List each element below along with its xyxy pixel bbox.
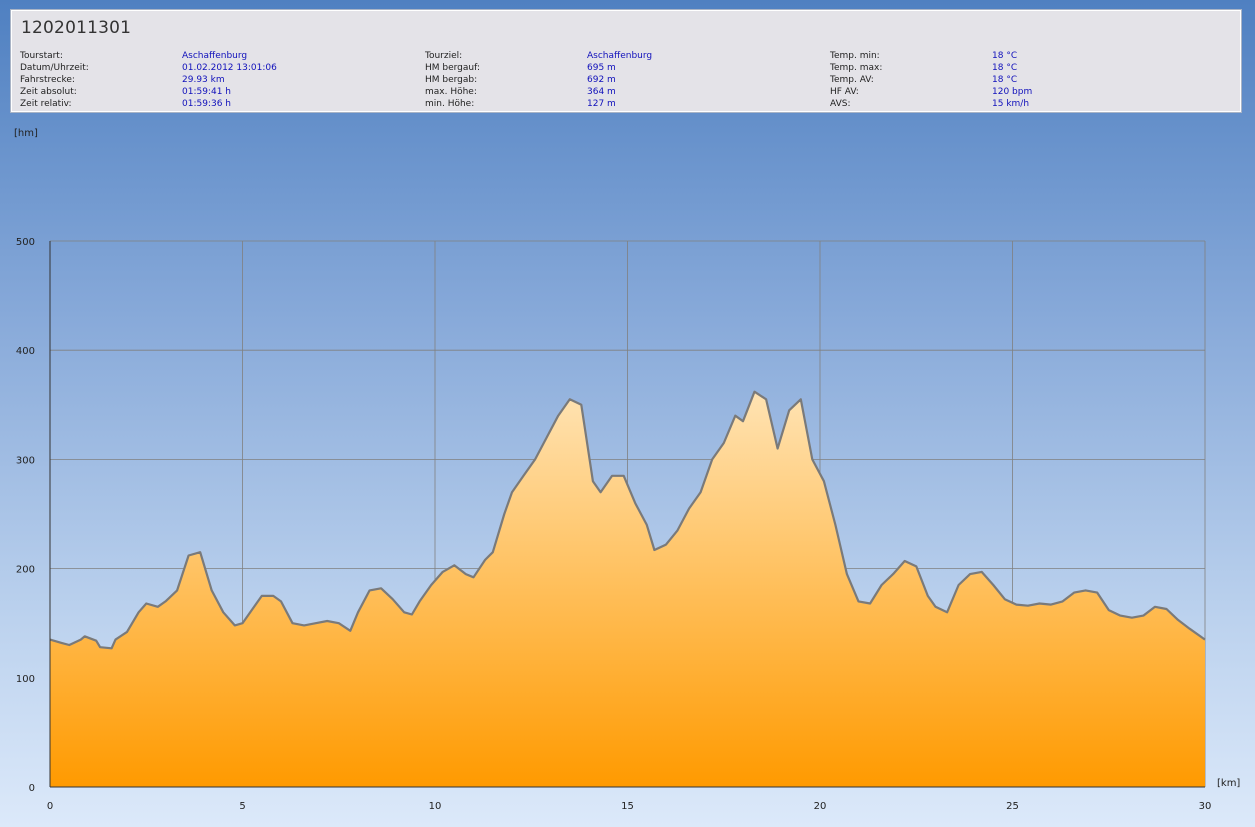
x-tick-label: 0: [47, 801, 53, 812]
chart-axes: [49, 241, 1205, 788]
value-hm-bergauf: 695 m: [587, 63, 616, 73]
label-hm-bergauf: HM bergauf:: [425, 63, 480, 73]
y-tick-label: 200: [16, 565, 35, 576]
y-tick-label: 100: [16, 674, 35, 685]
y-axis-label: [hm]: [14, 128, 38, 139]
y-tick-label: 300: [16, 455, 35, 466]
summary-values-col3: 18 °C 18 °C 18 °C 120 bpm 15 km/h: [992, 50, 1032, 110]
x-tick-label: 25: [1006, 801, 1019, 812]
label-avs: AVS:: [830, 99, 851, 109]
y-tick-label: 500: [16, 237, 35, 248]
label-min-hoehe: min. Höhe:: [425, 99, 475, 109]
value-hm-bergab: 692 m: [587, 75, 616, 85]
value-tourziel: Aschaffenburg: [587, 51, 653, 61]
y-tick-label: 400: [16, 346, 35, 357]
value-zeit-relativ: 01:59:36 h: [182, 99, 231, 109]
label-tourziel: Tourziel:: [425, 51, 463, 61]
label-zeit-absolut: Zeit absolut:: [20, 87, 77, 97]
value-zeit-absolut: 01:59:41 h: [182, 87, 231, 97]
value-avs: 15 km/h: [992, 99, 1030, 109]
x-axis-label: [km]: [1217, 778, 1240, 789]
summary-labels-col3: Temp. min: Temp. max: Temp. AV: HF AV: A…: [830, 50, 882, 110]
label-temp-av: Temp. AV:: [830, 75, 874, 85]
label-fahrstrecke: Fahrstrecke:: [20, 75, 75, 85]
label-hf-av: HF AV:: [830, 87, 859, 97]
value-hf-av: 120 bpm: [992, 87, 1033, 97]
x-tick-label: 10: [429, 801, 442, 812]
value-temp-min: 18 °C: [992, 51, 1018, 61]
x-tick-label: 5: [239, 801, 245, 812]
summary-labels-col1: Tourstart: Datum/Uhrzeit: Fahrstrecke: Z…: [20, 50, 89, 110]
value-max-hoehe: 364 m: [587, 87, 616, 97]
label-temp-max: Temp. max:: [830, 63, 883, 73]
summary-values-col1: Aschaffenburg 01.02.2012 13:01:06 29.93 …: [182, 50, 277, 110]
summary-labels-col2: Tourziel: HM bergauf: HM bergab: max. Hö…: [425, 50, 480, 110]
value-min-hoehe: 127 m: [587, 99, 616, 109]
value-datum-uhrzeit: 01.02.2012 13:01:06: [182, 63, 277, 73]
summary-values-col2: Aschaffenburg 695 m 692 m 364 m 127 m: [587, 50, 652, 110]
x-tick-label: 30: [1199, 801, 1212, 812]
label-max-hoehe: max. Höhe:: [425, 87, 477, 97]
elevation-area: [50, 391, 1205, 787]
tour-title: 1202011301: [21, 18, 132, 38]
label-hm-bergab: HM bergab:: [425, 75, 478, 85]
value-fahrstrecke: 29.93 km: [182, 75, 225, 85]
label-datum-uhrzeit: Datum/Uhrzeit:: [20, 63, 89, 73]
tour-summary-panel: 1202011301 Tourstart: Datum/Uhrzeit: Fah…: [11, 10, 1241, 112]
label-temp-min: Temp. min:: [830, 51, 880, 61]
y-tick-label: 0: [29, 783, 35, 794]
label-zeit-relativ: Zeit relativ:: [20, 99, 72, 109]
elevation-line: [49, 390, 1206, 650]
value-temp-max: 18 °C: [992, 63, 1018, 73]
x-tick-label: 15: [621, 801, 634, 812]
x-tick-label: 20: [814, 801, 827, 812]
value-temp-av: 18 °C: [992, 75, 1018, 85]
value-tourstart: Aschaffenburg: [182, 51, 248, 61]
label-tourstart: Tourstart:: [20, 51, 63, 61]
